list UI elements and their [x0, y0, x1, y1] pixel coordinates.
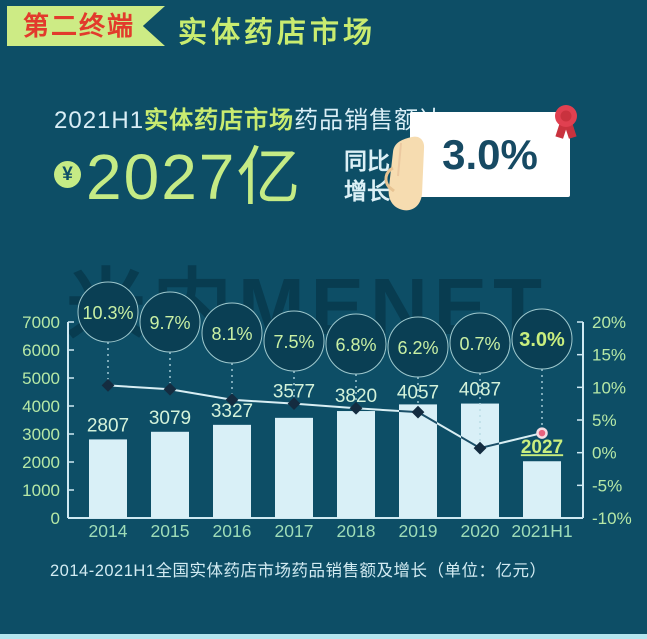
growth-value-card: 3.0%: [410, 112, 570, 197]
yoy-label: 同比 增长: [344, 146, 390, 206]
right-axis-label: -5%: [592, 476, 622, 495]
medal-ribbon-icon: [555, 105, 577, 139]
bar-value-label: 4087: [459, 380, 501, 401]
chart-caption: 2014-2021H1全国实体药店市场药品销售额及增长（单位：亿元）: [50, 562, 547, 580]
hero-subtitle-prefix: 2021H1: [54, 107, 145, 134]
growth-bubble-label: 8.1%: [211, 324, 252, 344]
yen-icon: ¥: [54, 161, 81, 188]
bar-2020: [461, 403, 499, 518]
chart-area: 7000 6000 5000 4000 3000 2000 1000 0 20% 15% 10% 5%…: [0, 250, 647, 550]
yoy-label-line2: 增长: [344, 178, 390, 204]
bar-value-label: 3577: [273, 382, 315, 403]
growth-bubble-label: 0.7%: [459, 334, 500, 354]
right-axis-label: 0%: [592, 444, 617, 463]
x-axis-category-label: 2019: [399, 521, 438, 541]
growth-bubble: [263, 310, 325, 372]
left-axis-label: 2000: [22, 453, 60, 472]
hand-icon: [384, 136, 425, 211]
right-axis-label: 20%: [592, 313, 626, 332]
x-axis-category-label: 2018: [337, 521, 376, 541]
left-axis-label: 7000: [22, 313, 60, 332]
x-axis-category-label: 2015: [151, 521, 190, 541]
line-marker: [411, 405, 425, 419]
sales-growth-chart: 7000 6000 5000 4000 3000 2000 1000 0 20% 15% 10% 5%…: [22, 281, 632, 541]
bar-2018: [337, 411, 375, 518]
bar-value-label: 2807: [87, 415, 129, 436]
growth-bubble-label: 6.8%: [335, 335, 376, 355]
x-axis-category-label: 2016: [213, 521, 252, 541]
sales-amount: 2027亿: [86, 141, 303, 213]
growth-bubble: [387, 316, 449, 378]
bottom-accent-strip: [0, 634, 647, 639]
growth-bubble: [449, 312, 511, 374]
left-axis-label: 5000: [22, 369, 60, 388]
yen-symbol: ¥: [62, 164, 73, 185]
line-marker: [101, 379, 115, 392]
x-axis-category-label: 2014: [89, 521, 128, 541]
section-badge-label: 第二终端: [23, 11, 136, 41]
growth-value: 3.0%: [442, 130, 538, 178]
right-axis-label: -10%: [592, 509, 632, 528]
line-marker: [163, 382, 177, 396]
bar-value-label: 3820: [335, 386, 377, 407]
left-axis-label: 6000: [22, 341, 60, 360]
x-axis-category-label: 2017: [275, 521, 314, 541]
yoy-label-line1: 同比: [344, 148, 390, 174]
bar-2019: [399, 404, 437, 518]
bar-2016: [213, 424, 251, 518]
left-axis-label: 1000: [22, 481, 60, 500]
growth-bubble: [511, 308, 573, 370]
bar-2014: [89, 439, 127, 518]
line-marker: [225, 393, 239, 407]
left-axis-label: 3000: [22, 425, 60, 444]
left-axis-label: 0: [51, 509, 60, 528]
hero-subtitle-highlight: 实体药店市场: [144, 107, 295, 134]
x-axis-category-label: 2021H1: [511, 521, 572, 541]
bar-2015: [151, 431, 189, 518]
bar-2017: [275, 417, 313, 518]
growth-bubble-label: 7.5%: [273, 332, 314, 352]
bar-value-label: 4057: [397, 382, 439, 403]
growth-bubble-label: 9.7%: [149, 313, 190, 333]
growth-bubble: [77, 281, 139, 343]
bar-2021H1: [523, 461, 561, 518]
growth-bubble: [201, 302, 263, 364]
growth-bubble: [325, 313, 387, 375]
section-badge: 第二终端: [7, 6, 165, 46]
right-axis-label: 15%: [592, 346, 626, 365]
bar-value-label: 3327: [211, 401, 253, 422]
growth-bubble-label: 3.0%: [519, 329, 565, 351]
x-axis-category-label: 2020: [461, 521, 500, 541]
left-axis-label: 4000: [22, 397, 60, 416]
growth-bubble-label: 10.3%: [82, 303, 133, 323]
right-axis-label: 5%: [592, 411, 617, 430]
bar-value-label: 2027: [521, 437, 563, 458]
line-marker-current: [536, 427, 548, 439]
growth-bubble: [139, 291, 201, 353]
growth-bubble-label: 6.2%: [397, 338, 438, 358]
page-title: 实体药店市场: [178, 17, 377, 49]
bar-value-label: 3079: [149, 408, 191, 429]
right-axis-label: 10%: [592, 378, 626, 397]
